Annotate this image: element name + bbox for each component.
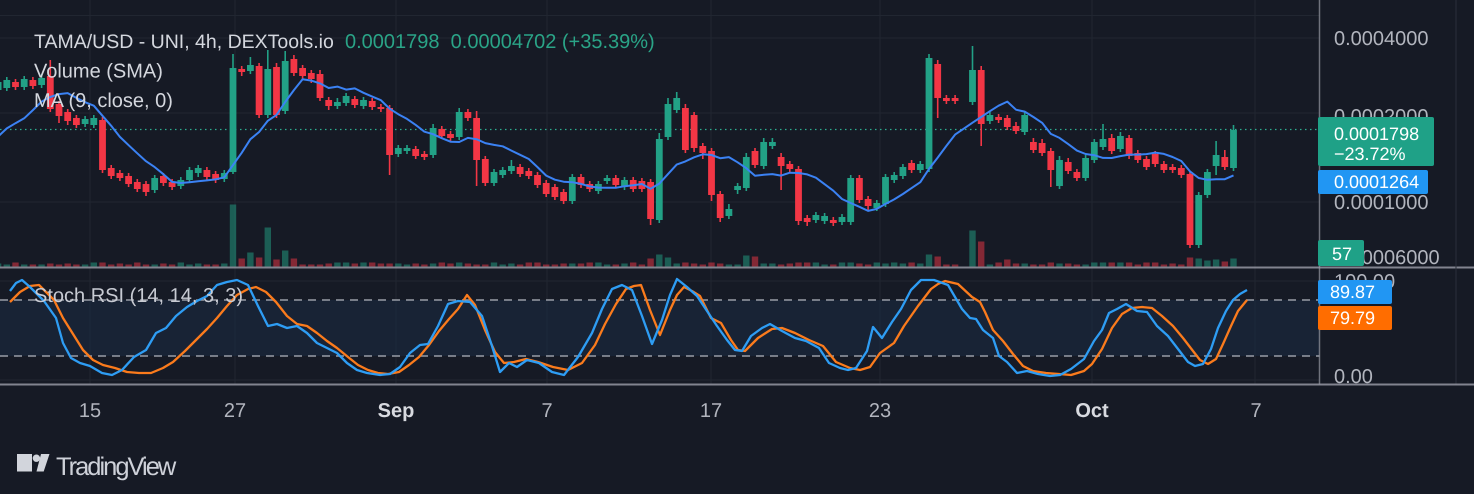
svg-text:57: 57 xyxy=(1332,244,1352,264)
svg-text:Sep: Sep xyxy=(378,400,415,422)
svg-text:79.79: 79.79 xyxy=(1330,308,1375,328)
svg-text:27: 27 xyxy=(224,400,246,422)
svg-text:0.0001798: 0.0001798 xyxy=(1334,124,1419,144)
svg-text:Stoch RSI (14, 14, 3, 3): Stoch RSI (14, 14, 3, 3) xyxy=(34,285,243,307)
svg-text:Volume (SMA): Volume (SMA) xyxy=(34,61,163,83)
svg-text:−23.72%: −23.72% xyxy=(1334,144,1406,164)
svg-text:0.0001798 0.00004702 (+35.39%: 0.0001798 0.00004702 (+35.39%) xyxy=(345,31,655,53)
svg-text:89.87: 89.87 xyxy=(1330,282,1375,302)
svg-text:7: 7 xyxy=(1250,400,1261,422)
svg-text:TAMA/USD - UNI, 4h, DEXTools.i: TAMA/USD - UNI, 4h, DEXTools.io xyxy=(34,31,334,53)
svg-text:0.00: 0.00 xyxy=(1334,366,1373,388)
svg-text:7: 7 xyxy=(541,400,552,422)
svg-text:15: 15 xyxy=(79,400,101,422)
svg-text:MA (9, close, 0): MA (9, close, 0) xyxy=(34,90,173,112)
svg-text:0.0001264: 0.0001264 xyxy=(1334,172,1419,192)
svg-text:Oct: Oct xyxy=(1075,400,1109,422)
svg-text:23: 23 xyxy=(869,400,891,422)
svg-text:17: 17 xyxy=(700,400,722,422)
svg-text:TradingView: TradingView xyxy=(56,453,177,481)
svg-text:0.0004000: 0.0004000 xyxy=(1334,28,1429,50)
svg-text:0.0001000: 0.0001000 xyxy=(1334,192,1429,214)
